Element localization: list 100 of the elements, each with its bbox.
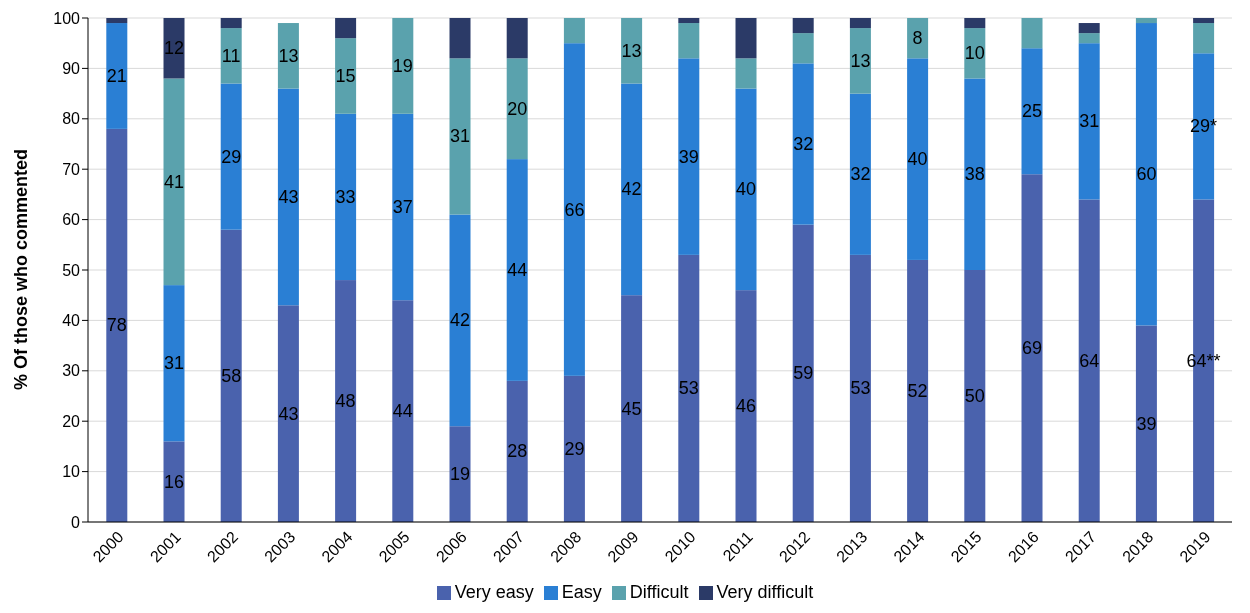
bar xyxy=(678,58,700,255)
bar xyxy=(849,28,871,94)
bar xyxy=(735,58,757,89)
data-label: 40 xyxy=(907,149,928,170)
data-label: 44 xyxy=(507,260,528,280)
bar xyxy=(277,305,299,522)
legend-label: Very easy xyxy=(454,582,534,602)
bar xyxy=(335,280,357,522)
bar xyxy=(335,18,357,39)
bar xyxy=(735,18,757,59)
data-label: 13 xyxy=(621,40,642,61)
bar xyxy=(735,88,757,291)
data-label: 13 xyxy=(850,50,871,71)
data-label: 59 xyxy=(793,363,814,384)
bar xyxy=(335,38,357,114)
data-label: 16 xyxy=(163,471,185,492)
bar xyxy=(1078,199,1100,522)
data-label: 10 xyxy=(964,43,985,64)
bar xyxy=(392,300,414,522)
data-label: 19 xyxy=(449,464,471,485)
bar xyxy=(506,18,528,59)
bar xyxy=(1193,18,1215,24)
data-label: 66 xyxy=(564,199,585,220)
bar xyxy=(563,375,585,522)
data-label: 78 xyxy=(106,315,127,336)
data-label: 13 xyxy=(278,45,299,66)
data-label: 52 xyxy=(907,380,928,401)
data-label: 42 xyxy=(621,179,642,200)
bar xyxy=(277,88,299,306)
data-label: 20 xyxy=(507,98,528,119)
bar xyxy=(506,159,528,381)
data-label: 50 xyxy=(964,386,985,406)
legend-label: Difficult xyxy=(629,582,689,602)
y-tick-label: 40 xyxy=(62,312,81,330)
bar xyxy=(907,58,929,260)
data-label: 60 xyxy=(1136,164,1157,185)
bar xyxy=(907,259,929,522)
bar xyxy=(1078,43,1100,200)
bar xyxy=(220,28,242,84)
bar xyxy=(220,83,242,230)
y-tick-label: 20 xyxy=(62,412,81,430)
y-tick-label: 50 xyxy=(62,261,81,279)
bar xyxy=(678,18,700,24)
bar xyxy=(163,78,185,286)
data-label: 53 xyxy=(850,378,871,399)
data-label: 21 xyxy=(106,65,127,86)
bar xyxy=(449,58,471,215)
data-label: 58 xyxy=(221,365,242,386)
data-label: 48 xyxy=(335,391,356,412)
data-label: 12 xyxy=(163,38,185,59)
bar xyxy=(964,78,986,270)
data-label: 44 xyxy=(392,401,413,422)
y-tick-label: 100 xyxy=(53,9,81,27)
data-label: 69 xyxy=(1021,338,1043,359)
bar xyxy=(163,285,185,442)
data-label: 8 xyxy=(912,28,923,49)
y-tick-label: 80 xyxy=(62,110,81,128)
bar xyxy=(964,18,986,29)
data-label: 40 xyxy=(735,179,757,200)
data-label: 29 xyxy=(564,438,585,459)
data-label: 39 xyxy=(678,146,699,167)
bar xyxy=(1021,18,1043,49)
data-label: 29 xyxy=(221,146,242,167)
bar xyxy=(392,18,414,114)
bar xyxy=(106,128,128,522)
bar xyxy=(563,18,585,44)
bar xyxy=(1078,23,1100,34)
bar xyxy=(735,290,757,522)
bar xyxy=(621,295,643,522)
bar xyxy=(106,18,128,24)
bar xyxy=(792,224,814,522)
bar xyxy=(106,23,128,129)
legend-label: Easy xyxy=(561,582,602,602)
y-tick-label: 30 xyxy=(62,362,81,380)
data-label: 39 xyxy=(1136,413,1157,434)
bar xyxy=(449,18,471,59)
bar xyxy=(449,426,471,522)
bar xyxy=(849,93,871,255)
data-label: 32 xyxy=(850,164,871,185)
bar xyxy=(1135,18,1157,24)
data-label: 41 xyxy=(163,171,185,192)
data-label: 64 xyxy=(1079,350,1100,371)
y-tick-label: 70 xyxy=(62,160,81,178)
bar xyxy=(563,43,585,376)
bar xyxy=(277,23,299,89)
bar xyxy=(1021,174,1043,522)
bar xyxy=(849,18,871,29)
bar xyxy=(621,18,643,84)
bar xyxy=(220,229,242,522)
data-label: 42 xyxy=(449,310,471,331)
bar xyxy=(964,270,986,522)
bar xyxy=(1021,48,1043,175)
bar xyxy=(449,214,471,427)
data-label: 53 xyxy=(678,378,699,399)
bar xyxy=(621,83,643,296)
y-tick-label: 10 xyxy=(62,463,81,481)
bar xyxy=(1193,23,1215,54)
bar xyxy=(849,254,871,522)
bar xyxy=(678,254,700,522)
legend-label: Very difficult xyxy=(716,582,814,602)
